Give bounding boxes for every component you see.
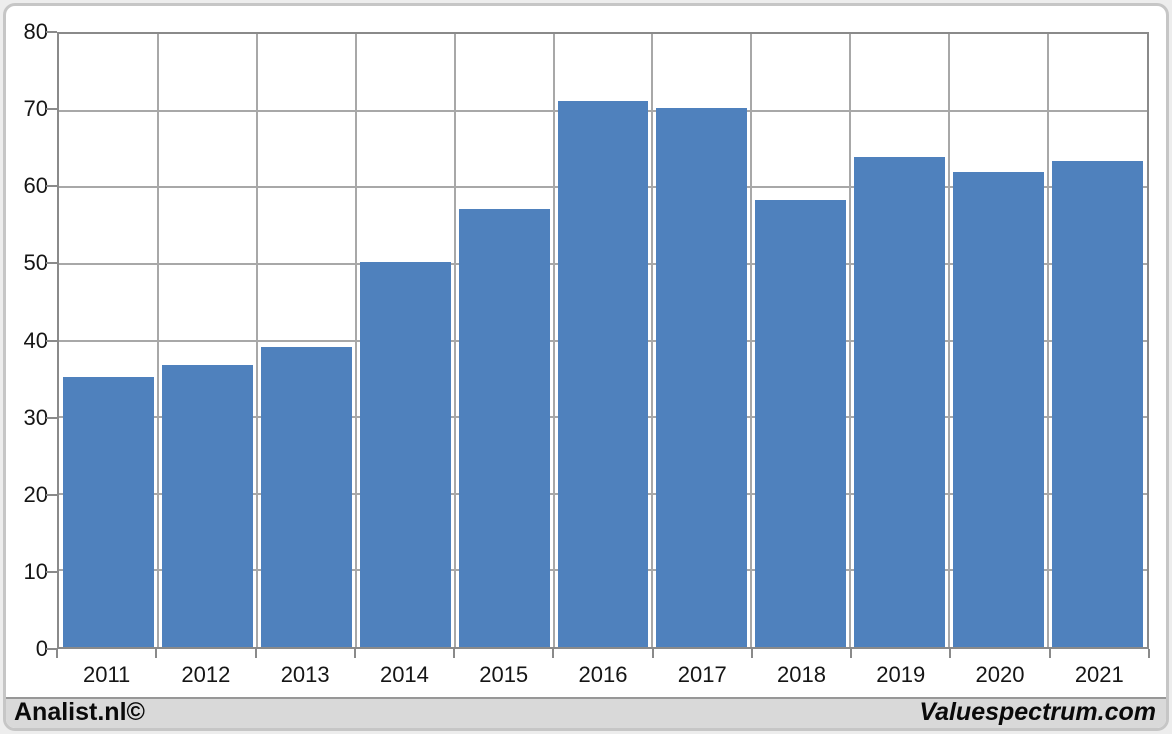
x-label-2019: 2019	[876, 662, 926, 687]
x-tick-mark-2	[254, 649, 257, 658]
gridline-v-6	[651, 34, 654, 647]
y-tick-label-40: 40	[23, 327, 48, 353]
gridline-v-3	[354, 34, 357, 647]
y-tick-label-10: 10	[23, 558, 48, 584]
y-tick-mark-50	[46, 262, 57, 265]
x-tick-mark-10	[1048, 649, 1051, 658]
bar-cell-2013	[257, 34, 356, 647]
plot-area	[57, 32, 1149, 649]
x-tick-mark-3	[353, 649, 356, 658]
bar-2019	[854, 156, 946, 647]
y-tick-mark-80	[46, 31, 57, 33]
bar-2012	[161, 365, 253, 647]
bar-cell-2012	[158, 34, 257, 647]
bars-container	[59, 34, 1147, 647]
analist-brand-label: Analist.nl©	[14, 698, 145, 726]
y-tick-mark-10	[46, 570, 57, 573]
gridline-v-7	[750, 34, 753, 647]
bar-cell-2015	[455, 34, 554, 647]
x-tick-mark-9	[949, 649, 952, 658]
bar-2011	[63, 377, 154, 647]
x-label-2020: 2020	[975, 662, 1025, 687]
x-label-2016: 2016	[578, 662, 628, 687]
y-tick-mark-60	[46, 185, 57, 188]
bar-cell-2011	[59, 34, 158, 647]
bar-cell-2018	[751, 34, 850, 647]
y-tick-label-70: 70	[23, 96, 48, 122]
bar-2021	[1052, 161, 1143, 647]
footer-bar: Analist.nl© Valuespectrum.com	[6, 697, 1166, 728]
x-tick-mark-0	[56, 649, 58, 658]
gridline-v-9	[948, 34, 951, 647]
bar-cell-2014	[356, 34, 455, 647]
x-label-2014: 2014	[379, 662, 429, 687]
x-label-2013: 2013	[280, 662, 330, 687]
x-label-2018: 2018	[777, 662, 826, 687]
bar-cell-2019	[850, 34, 949, 647]
y-tick-mark-30	[46, 416, 57, 419]
gridline-v-2	[255, 34, 258, 647]
bar-2013	[260, 347, 352, 647]
bar-cell-2020	[949, 34, 1048, 647]
chart-widget-frame: 80 70 60 50 40 30 20 10 0 2011 2012 2013 2014 2015 20…	[3, 3, 1169, 731]
bar-2017	[656, 107, 748, 647]
bar-2018	[755, 200, 847, 647]
gridline-v-10	[1047, 34, 1050, 647]
x-label-2015: 2015	[479, 662, 529, 687]
bar-cell-2016	[554, 34, 653, 647]
y-tick-label-50: 50	[23, 250, 48, 276]
bar-2014	[359, 261, 451, 647]
gridline-v-8	[849, 34, 852, 647]
x-tick-mark-4	[453, 649, 456, 658]
x-label-2011: 2011	[82, 662, 131, 687]
y-tick-label-80: 80	[23, 19, 48, 44]
x-label-2017: 2017	[677, 662, 727, 687]
x-label-2021: 2021	[1074, 662, 1124, 687]
x-tick-mark-1	[155, 649, 158, 658]
y-tick-mark-70	[46, 108, 57, 111]
bar-cell-2021	[1048, 34, 1147, 647]
valuespectrum-brand-label: Valuespectrum.com	[919, 698, 1156, 726]
y-tick-label-0: 0	[35, 636, 48, 661]
x-tick-mark-11	[1148, 649, 1150, 658]
bar-2016	[557, 100, 649, 647]
bar-2020	[953, 171, 1045, 647]
x-tick-mark-6	[651, 649, 654, 658]
x-tick-mark-8	[850, 649, 853, 658]
x-tick-mark-7	[750, 649, 753, 658]
bar-2015	[458, 208, 550, 647]
y-tick-label-30: 30	[23, 404, 48, 430]
y-tick-label-20: 20	[23, 481, 48, 507]
y-tick-mark-0	[46, 648, 57, 650]
x-tick-mark-5	[552, 649, 555, 658]
y-tick-label-60: 60	[23, 173, 48, 199]
y-tick-mark-40	[46, 339, 57, 342]
x-label-2012: 2012	[181, 662, 231, 687]
gridline-v-5	[552, 34, 555, 647]
bar-cell-2017	[652, 34, 751, 647]
gridline-v-4	[453, 34, 456, 647]
gridline-v-1	[156, 34, 159, 647]
y-tick-mark-20	[46, 493, 57, 496]
x-axis-labels: 2011 2012 2013 2014 2015 2016 2017 2018 2019 2020…	[57, 662, 1149, 688]
